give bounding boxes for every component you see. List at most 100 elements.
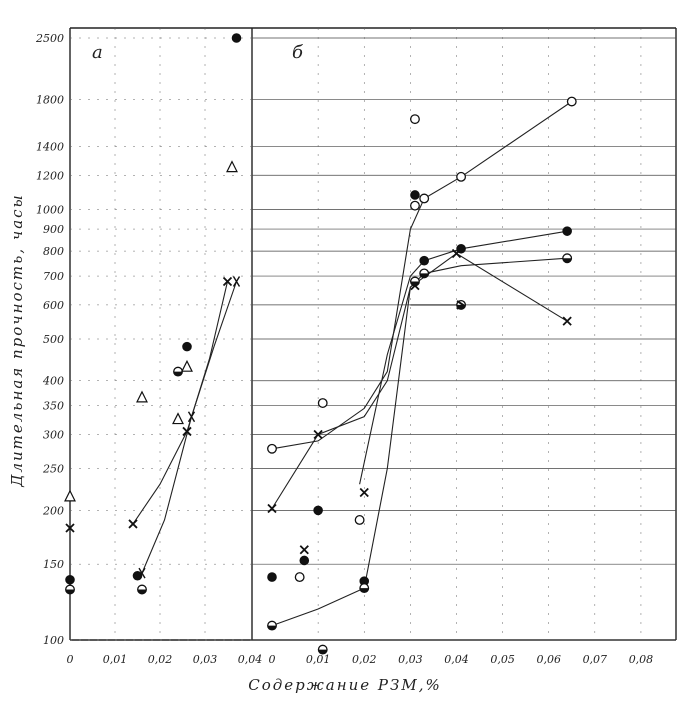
marker-cross bbox=[359, 487, 369, 498]
point-filled-circle bbox=[410, 190, 420, 200]
series-curve bbox=[271, 101, 573, 450]
point-half-fill bbox=[65, 589, 75, 594]
y-tick-label: 900 bbox=[43, 223, 64, 236]
marker-x-mark bbox=[187, 411, 196, 423]
series-curve bbox=[132, 281, 229, 525]
point-cross bbox=[562, 316, 572, 326]
y-tick-label: 2500 bbox=[35, 32, 64, 45]
point-cross bbox=[313, 429, 323, 440]
marker-filled-circle bbox=[182, 341, 192, 352]
x-tick-label: 0,01 bbox=[306, 653, 331, 666]
marker-open-circle bbox=[354, 515, 365, 525]
x-tick-label: 0,07 bbox=[583, 653, 608, 666]
marker-filled-circle bbox=[419, 255, 429, 266]
x-tick-label: 0,03 bbox=[193, 653, 218, 666]
point-triangle bbox=[226, 160, 238, 173]
x-tick-label: 0,08 bbox=[629, 653, 654, 666]
panel-a: 0 0,01 0,02 0,03 0,04 a bbox=[64, 28, 263, 666]
marker-open-circle bbox=[317, 398, 328, 409]
y-tick-label: 350 bbox=[43, 400, 64, 413]
point-open-circle bbox=[410, 114, 420, 125]
series-curve bbox=[359, 230, 568, 485]
marker-cross bbox=[267, 503, 277, 514]
point-triangle bbox=[136, 390, 148, 403]
marker-half-filled-circle bbox=[317, 644, 328, 655]
y-tick-label: 200 bbox=[42, 504, 64, 517]
x-axis-title: Содержание РЗМ,% bbox=[248, 676, 442, 694]
y-tick-label: 400 bbox=[42, 375, 64, 388]
marker-cross bbox=[299, 545, 309, 555]
marker-half-filled-circle bbox=[410, 276, 420, 287]
series-curve bbox=[271, 257, 568, 627]
point-half-fill bbox=[419, 273, 429, 278]
marker-half-filled-circle bbox=[419, 268, 430, 279]
panel-label: б bbox=[292, 42, 304, 63]
point-cross bbox=[359, 487, 369, 498]
panel-b: 0 0,01 0,02 0,03 0,04 0,05 0,06 0,07 0,08 б bbox=[267, 28, 654, 666]
x-tick-label: 0,02 bbox=[148, 653, 173, 666]
marker-x-mark bbox=[138, 567, 146, 579]
point-open-circle bbox=[317, 398, 328, 409]
x-tick-label: 0 bbox=[269, 653, 276, 666]
y-tick-label: 800 bbox=[43, 245, 64, 258]
y-tick-label: 1400 bbox=[36, 140, 64, 153]
marker-triangle bbox=[181, 359, 193, 372]
point-x-mark bbox=[232, 276, 241, 287]
marker-half-filled-circle bbox=[267, 620, 277, 631]
marker-open-circle bbox=[456, 171, 467, 182]
point-filled-circle bbox=[456, 243, 466, 254]
point-cross bbox=[299, 545, 309, 555]
point-open-circle bbox=[566, 96, 577, 107]
marker-filled-circle bbox=[267, 572, 277, 582]
x-tick-label: 0,05 bbox=[490, 653, 515, 666]
point-half-fill bbox=[410, 281, 420, 286]
marker-open-circle bbox=[566, 96, 577, 107]
marker-cross bbox=[182, 426, 192, 437]
point-open-circle bbox=[410, 200, 420, 211]
point-open-circle bbox=[456, 171, 467, 182]
point-cross bbox=[128, 519, 138, 529]
x-tick-label: 0,04 bbox=[238, 653, 263, 666]
point-cross bbox=[182, 426, 192, 437]
point-half-fill bbox=[359, 588, 369, 593]
point-filled-circle bbox=[267, 572, 277, 582]
point-half-fill bbox=[137, 589, 147, 594]
marker-filled-circle bbox=[410, 190, 420, 200]
x-tick-label: 0,04 bbox=[444, 653, 469, 666]
point-half-fill bbox=[562, 258, 572, 263]
point-half-fill bbox=[173, 371, 183, 376]
marker-half-filled-circle bbox=[562, 253, 573, 264]
y-tick-label: 250 bbox=[42, 463, 64, 476]
marker-open-circle bbox=[410, 200, 420, 211]
x-tick-label: 0,06 bbox=[536, 653, 561, 666]
marker-triangle bbox=[226, 160, 238, 173]
marker-filled-circle bbox=[231, 33, 242, 43]
marker-filled-circle bbox=[313, 505, 323, 516]
point-half-fill bbox=[318, 649, 328, 654]
marker-cross bbox=[313, 429, 323, 440]
point-filled-circle bbox=[313, 505, 323, 516]
point-cross bbox=[267, 503, 277, 514]
marker-cross bbox=[562, 316, 572, 326]
marker-half-filled-circle bbox=[173, 366, 183, 377]
point-open-circle bbox=[267, 443, 277, 454]
point-x-mark bbox=[138, 567, 146, 579]
x-tick-label: 0 bbox=[67, 653, 74, 666]
y-tick-label: 150 bbox=[43, 558, 64, 571]
marker-filled-circle bbox=[299, 555, 310, 566]
marker-open-circle bbox=[419, 193, 430, 204]
point-triangle bbox=[172, 412, 184, 425]
point-filled-circle bbox=[231, 33, 242, 43]
point-filled-circle bbox=[299, 555, 310, 566]
point-arrow bbox=[456, 300, 465, 310]
point-triangle bbox=[64, 489, 76, 502]
point-filled-circle bbox=[65, 574, 75, 585]
marker-cross bbox=[128, 519, 138, 529]
marker-cross bbox=[65, 523, 75, 533]
marker-half-filled-circle bbox=[137, 584, 147, 595]
point-half-fill bbox=[267, 625, 277, 630]
point-x-mark bbox=[187, 411, 196, 423]
y-tick-label: 500 bbox=[43, 333, 64, 346]
point-filled-circle bbox=[562, 226, 572, 236]
